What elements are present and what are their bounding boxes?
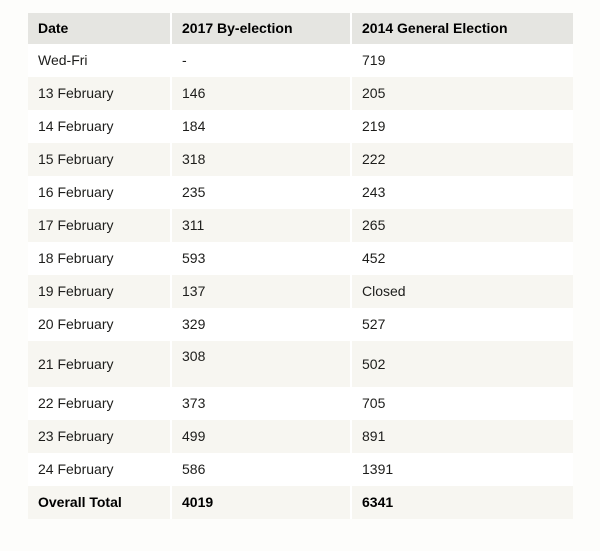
date-cell: 15 February [28, 143, 170, 176]
date-cell: 20 February [28, 308, 170, 341]
table-body: Wed-Fri -719 13 February 146 205 14 February 1… [28, 44, 573, 519]
general-election-2014-cell: 891 [350, 420, 573, 453]
table-row: 23 February 499 891 [28, 420, 573, 453]
by-election-2017-cell: 4019 [170, 486, 350, 519]
date-cell: Overall Total [28, 486, 170, 519]
by-election-2017-cell: 137 [170, 275, 350, 308]
table-row: 15 February 318 222 [28, 143, 573, 176]
table-row: 19 February 137 Closed [28, 275, 573, 308]
table-row: 17 February 311 265 [28, 209, 573, 242]
column-header-2017-by-election: 2017 By-election [170, 13, 350, 44]
by-election-2017-cell: 329 [170, 308, 350, 341]
by-election-2017-cell: 184 [170, 110, 350, 143]
date-cell: 18 February [28, 242, 170, 275]
general-election-2014-cell: 527 [350, 308, 573, 341]
date-cell: 14 February [28, 110, 170, 143]
general-election-2014-cell: 1391 [350, 453, 573, 486]
date-cell: Wed-Fri [28, 44, 170, 77]
date-cell: 23 February [28, 420, 170, 453]
general-election-2014-cell: 502 [350, 341, 573, 387]
general-election-2014-cell: 205 [350, 77, 573, 110]
general-election-2014-cell: Closed [350, 275, 573, 308]
date-cell: 24 February [28, 453, 170, 486]
by-election-2017-cell: 586 [170, 453, 350, 486]
by-election-2017-cell: - [170, 44, 350, 77]
general-election-2014-cell: 265 [350, 209, 573, 242]
general-election-2014-cell: 719 [350, 44, 573, 77]
date-cell: 22 February [28, 387, 170, 420]
by-election-2017-cell: 318 [170, 143, 350, 176]
table-row: Wed-Fri -719 [28, 44, 573, 77]
column-header-2014-general-election: 2014 General Election [350, 13, 573, 44]
turnout-table-wrap: Date 2017 By-election 2014 General Elect… [28, 13, 573, 519]
table-row: 18 February 593 452 [28, 242, 573, 275]
general-election-2014-cell: 219 [350, 110, 573, 143]
date-cell: 16 February [28, 176, 170, 209]
by-election-2017-cell: 593 [170, 242, 350, 275]
table-row: 22 February 373 705 [28, 387, 573, 420]
date-cell: 21 February [28, 341, 170, 387]
header-row: Date 2017 By-election 2014 General Elect… [28, 13, 573, 44]
general-election-2014-cell: 222 [350, 143, 573, 176]
date-cell: 13 February [28, 77, 170, 110]
by-election-2017-cell: 235 [170, 176, 350, 209]
by-election-2017-cell: 146 [170, 77, 350, 110]
table-row: 20 February 329 527 [28, 308, 573, 341]
date-cell: 17 February [28, 209, 170, 242]
general-election-2014-cell: 243 [350, 176, 573, 209]
date-cell: 19 February [28, 275, 170, 308]
column-header-date: Date [28, 13, 170, 44]
by-election-2017-cell: 373 [170, 387, 350, 420]
general-election-2014-cell: 705 [350, 387, 573, 420]
by-election-2017-cell: 499 [170, 420, 350, 453]
general-election-2014-cell: 6341 [350, 486, 573, 519]
table-row: 24 February 586 1391 [28, 453, 573, 486]
table-row: 21 February 308 502 [28, 341, 573, 387]
table-row: 14 February 184 219 [28, 110, 573, 143]
total-row: Overall Total 4019 6341 [28, 486, 573, 519]
general-election-2014-cell: 452 [350, 242, 573, 275]
by-election-2017-cell: 311 [170, 209, 350, 242]
table-row: 16 February 235 243 [28, 176, 573, 209]
by-election-2017-cell: 308 [170, 341, 350, 387]
table-row: 13 February 146 205 [28, 77, 573, 110]
turnout-table: Date 2017 By-election 2014 General Elect… [28, 13, 573, 519]
